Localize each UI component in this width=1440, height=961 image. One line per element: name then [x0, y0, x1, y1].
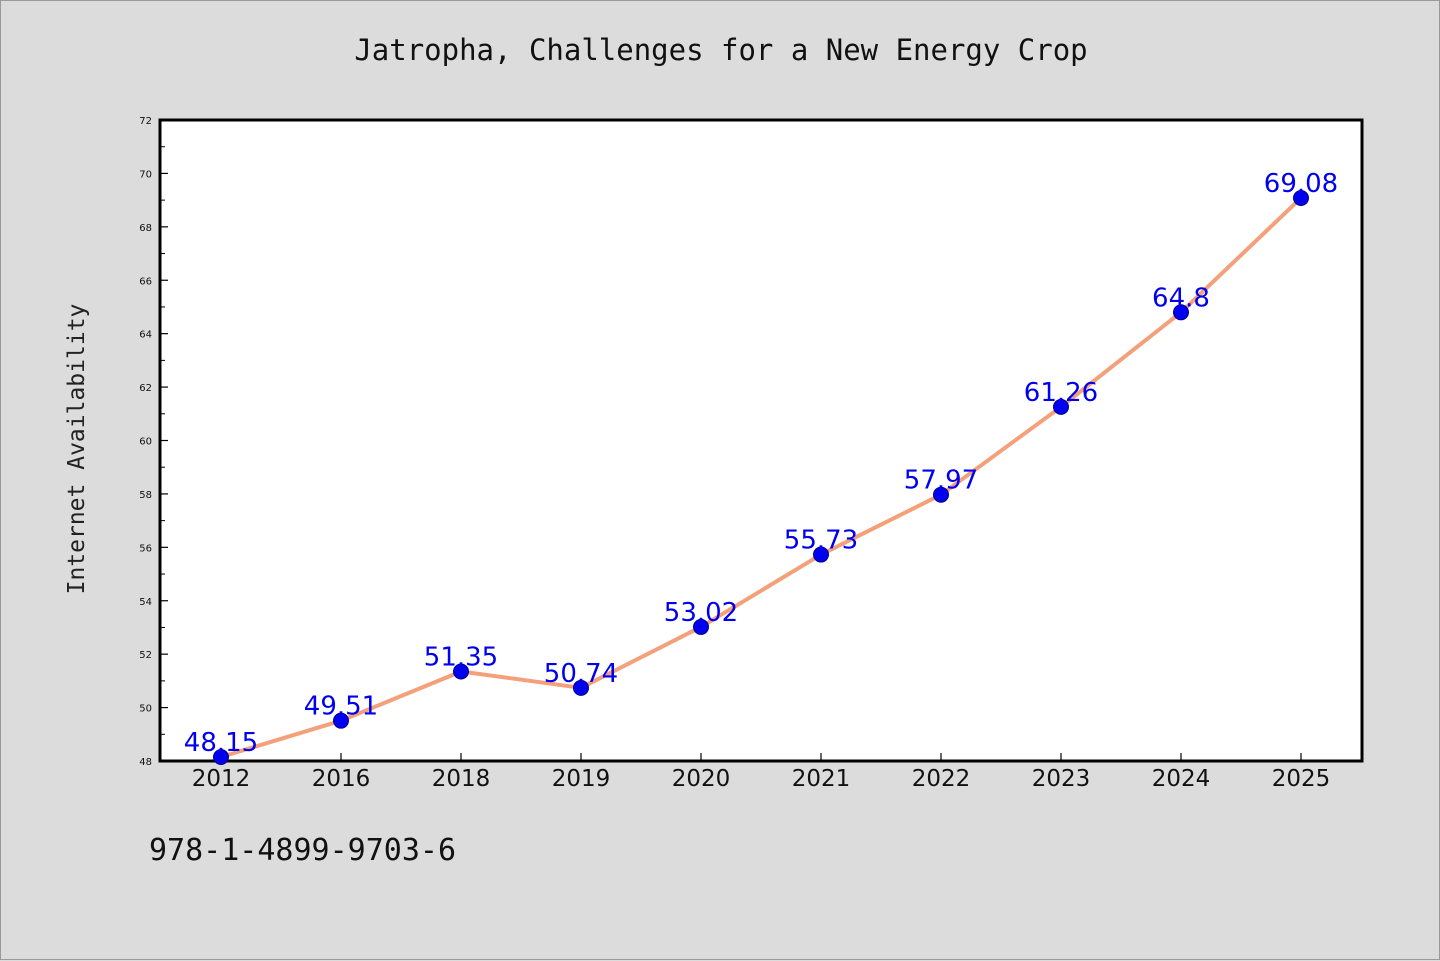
data-labels: 48.15 49.51 51.35 50.74 53.02 55.73 57.97 61.26… [184, 169, 1338, 758]
data-label: 50.74 [544, 659, 618, 689]
data-label: 51.35 [424, 643, 498, 673]
isbn-text: 978-1-4899-9703-6 [149, 833, 457, 868]
y-tick-label: 62 [139, 383, 152, 394]
data-label: 48.15 [184, 728, 258, 758]
series-line [219, 195, 1303, 759]
data-point [813, 546, 829, 563]
data-label: 64.8 [1152, 283, 1210, 313]
y-tick-label: 48 [139, 757, 152, 768]
y-tick-label: 56 [139, 543, 152, 554]
y-tick-label: 66 [139, 276, 152, 287]
data-point [453, 663, 469, 680]
x-tick-label: 2018 [432, 766, 491, 792]
data-point [1173, 304, 1189, 321]
x-tick-label: 2020 [672, 766, 731, 792]
data-label: 49.51 [304, 692, 378, 722]
series-markers [213, 189, 1309, 765]
data-point [333, 712, 349, 729]
y-tick-label: 52 [139, 650, 152, 661]
y-tick-label: 70 [139, 169, 152, 180]
data-point [693, 618, 709, 635]
chart-title: Jatropha, Challenges for a New Energy Cr… [354, 33, 1088, 67]
data-point [1053, 398, 1069, 415]
x-tick-label: 2023 [1032, 766, 1091, 792]
x-tick-label: 2012 [192, 766, 251, 792]
x-axis: 2012 2016 2018 2019 2020 2021 2022 2023 2024 2025 [192, 753, 1331, 792]
y-tick-label: 72 [139, 116, 152, 127]
x-tick-label: 2016 [312, 766, 371, 792]
data-label: 55.73 [784, 526, 858, 556]
y-tick-label: 68 [139, 223, 152, 234]
x-tick-label: 2024 [1152, 766, 1211, 792]
y-axis: 48 50 52 54 56 58 60 62 64 66 68 70 72 [139, 116, 168, 768]
y-tick-label: 50 [139, 704, 152, 715]
x-tick-label: 2019 [552, 766, 611, 792]
data-point [1293, 189, 1309, 206]
data-label: 53.02 [664, 598, 738, 628]
data-point [573, 679, 589, 696]
x-tick-label: 2021 [792, 766, 851, 792]
data-point [213, 748, 229, 765]
data-label: 57.97 [904, 466, 978, 496]
y-tick-label: 58 [139, 490, 152, 501]
y-tick-label: 54 [139, 597, 152, 608]
data-label: 69.08 [1264, 169, 1338, 199]
plot-frame [158, 118, 1364, 763]
y-tick-label: 60 [139, 437, 152, 448]
y-tick-label: 64 [139, 330, 152, 341]
data-point [933, 486, 949, 503]
data-label: 61.26 [1024, 378, 1098, 408]
x-tick-label: 2022 [912, 766, 971, 792]
x-tick-label: 2025 [1272, 766, 1331, 792]
